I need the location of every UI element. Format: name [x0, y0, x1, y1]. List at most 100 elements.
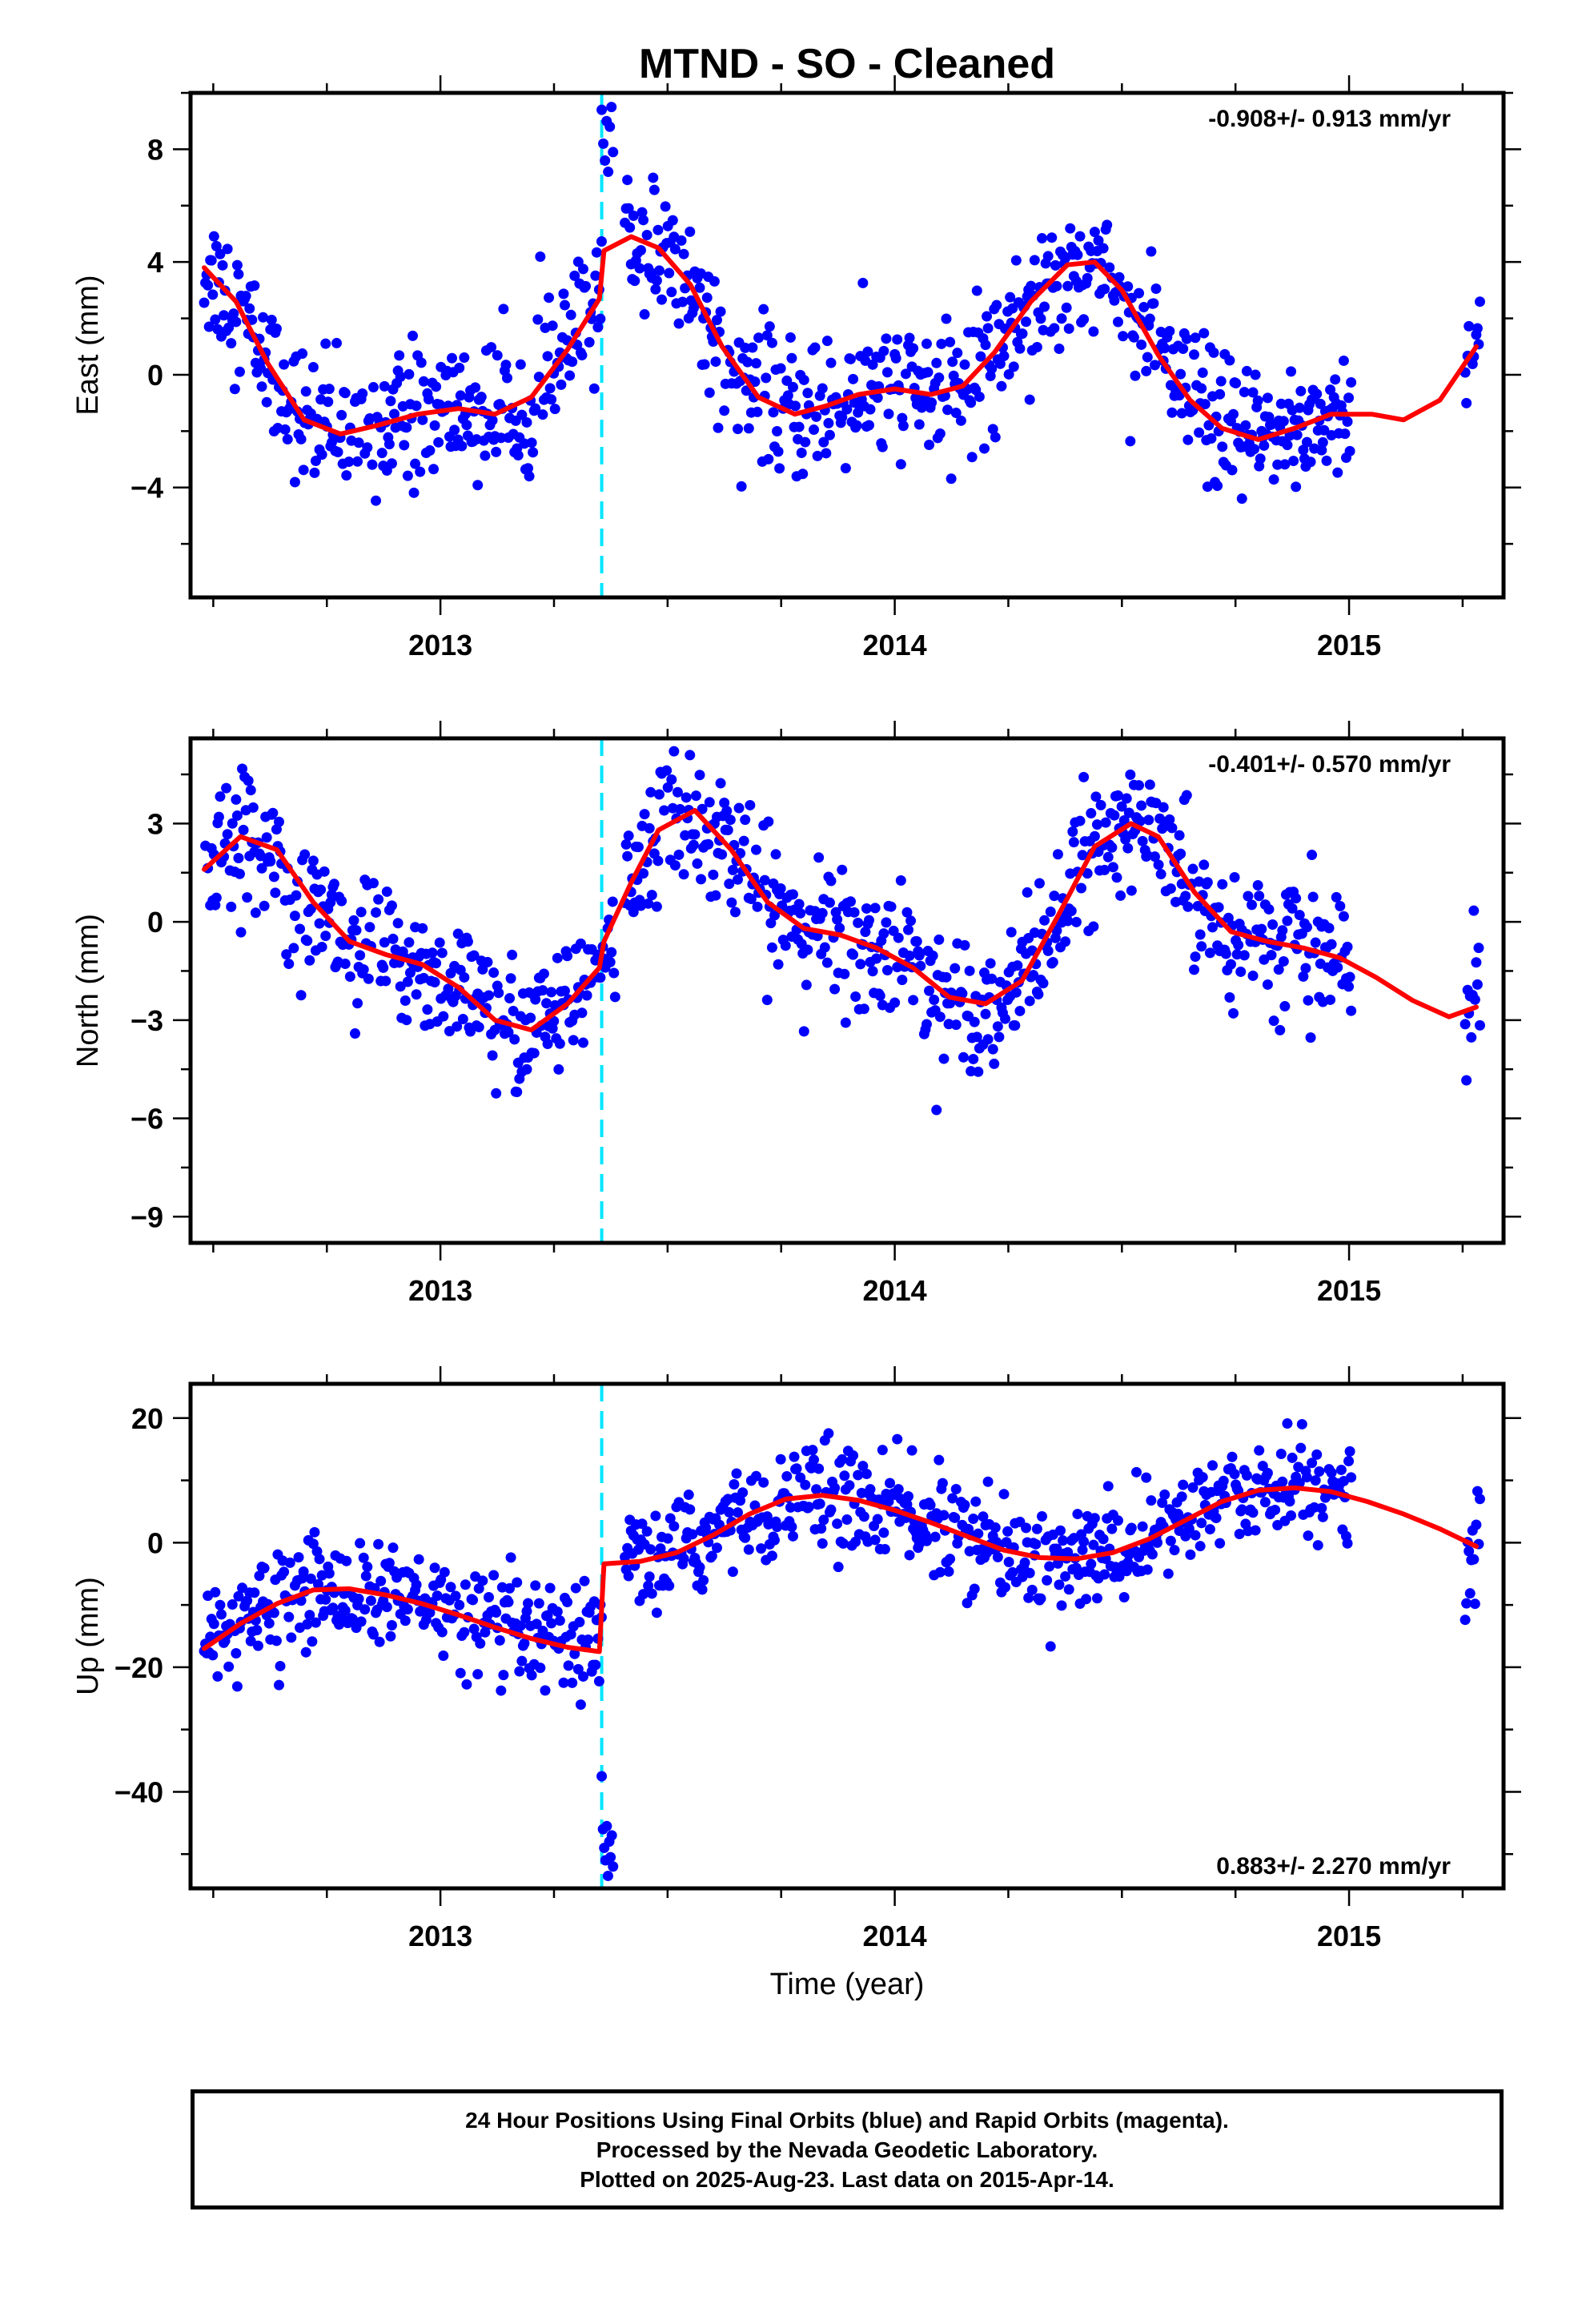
data-point: [433, 436, 444, 448]
data-point: [1068, 837, 1079, 848]
data-point: [904, 950, 915, 961]
data-point: [1187, 863, 1199, 875]
data-point: [666, 774, 677, 785]
data-point: [694, 282, 705, 293]
data-point: [268, 1607, 279, 1618]
data-point: [892, 334, 903, 345]
data-point: [982, 311, 993, 322]
data-point: [878, 928, 889, 939]
data-point: [411, 989, 422, 1000]
data-point: [1188, 349, 1199, 360]
data-point: [422, 1004, 433, 1015]
data-point: [766, 337, 777, 348]
footer-line-2: Processed by the Nevada Geodetic Laborat…: [596, 2137, 1098, 2162]
data-point: [525, 1012, 536, 1023]
data-point: [1311, 1449, 1323, 1460]
data-point: [245, 785, 256, 796]
data-point: [817, 1538, 828, 1549]
data-point: [978, 443, 990, 454]
data-point: [905, 915, 917, 927]
data-point: [1188, 964, 1199, 975]
data-point: [945, 998, 956, 1009]
data-point: [1114, 271, 1125, 283]
data-point: [1282, 915, 1293, 927]
data-point: [251, 1625, 263, 1636]
north-panel: 2013 2014 2015 3 0 −3 −6 −9 North (mm) -0.401+/- …: [71, 721, 1521, 1307]
data-point: [1279, 459, 1291, 470]
data-point: [1295, 1442, 1307, 1454]
data-point: [362, 442, 373, 453]
data-point: [795, 907, 806, 919]
data-point: [526, 1670, 537, 1681]
data-point: [770, 849, 781, 860]
data-point: [793, 899, 805, 910]
data-point: [775, 1454, 786, 1465]
data-point: [736, 480, 747, 492]
data-point: [931, 1104, 942, 1116]
data-point: [729, 1479, 740, 1490]
data-point: [813, 1463, 825, 1474]
data-point: [259, 1562, 270, 1574]
data-point: [795, 1472, 806, 1483]
data-point: [721, 806, 733, 817]
data-point: [1471, 957, 1482, 968]
data-point: [208, 231, 219, 242]
data-point: [378, 962, 389, 973]
data-point: [533, 1598, 544, 1609]
data-point: [678, 869, 689, 880]
data-point: [558, 288, 569, 300]
data-point: [501, 372, 512, 384]
data-point: [351, 925, 362, 936]
data-point: [514, 1666, 525, 1677]
data-point: [1266, 950, 1277, 961]
data-point: [998, 1489, 1010, 1500]
data-point: [901, 907, 913, 918]
data-point: [271, 1635, 282, 1647]
data-point: [546, 1618, 557, 1629]
data-point: [966, 397, 977, 408]
data-point: [1148, 298, 1159, 309]
data-point: [1310, 937, 1321, 948]
data-point: [1215, 1538, 1226, 1549]
data-point: [199, 297, 210, 308]
data-point: [889, 997, 901, 1008]
data-point: [577, 263, 588, 275]
data-point: [758, 1477, 769, 1488]
data-point: [711, 315, 722, 326]
data-point: [1273, 964, 1284, 975]
data-point: [367, 1629, 379, 1640]
data-point: [581, 990, 592, 1001]
data-point: [379, 380, 390, 392]
x-tick-label: 2014: [863, 629, 927, 661]
data-point: [772, 1522, 783, 1533]
data-point: [1072, 249, 1083, 260]
data-point: [943, 1566, 954, 1577]
data-point: [1042, 251, 1054, 262]
data-point: [1137, 835, 1148, 846]
data-point: [375, 1575, 387, 1586]
data-point: [590, 270, 601, 281]
data-point: [1474, 1019, 1485, 1031]
data-point: [1228, 1007, 1239, 1019]
data-point: [738, 835, 749, 846]
data-point: [1286, 366, 1297, 377]
data-point: [304, 955, 315, 966]
data-point: [249, 1587, 260, 1598]
data-point: [1197, 367, 1208, 378]
data-point: [861, 1469, 872, 1480]
data-point: [1279, 1001, 1291, 1012]
data-point: [1026, 280, 1037, 292]
data-point: [727, 864, 738, 875]
data-point: [1249, 444, 1260, 455]
data-point: [1128, 332, 1139, 343]
velocity-label: 0.883+/- 2.270 mm/yr: [1216, 1853, 1451, 1880]
data-point: [1136, 800, 1147, 811]
data-point: [853, 1470, 864, 1481]
data-point: [363, 973, 374, 984]
data-point: [916, 402, 927, 413]
data-point: [416, 1606, 427, 1617]
data-point: [841, 404, 853, 415]
data-point: [751, 358, 762, 369]
data-point: [1034, 878, 1045, 889]
